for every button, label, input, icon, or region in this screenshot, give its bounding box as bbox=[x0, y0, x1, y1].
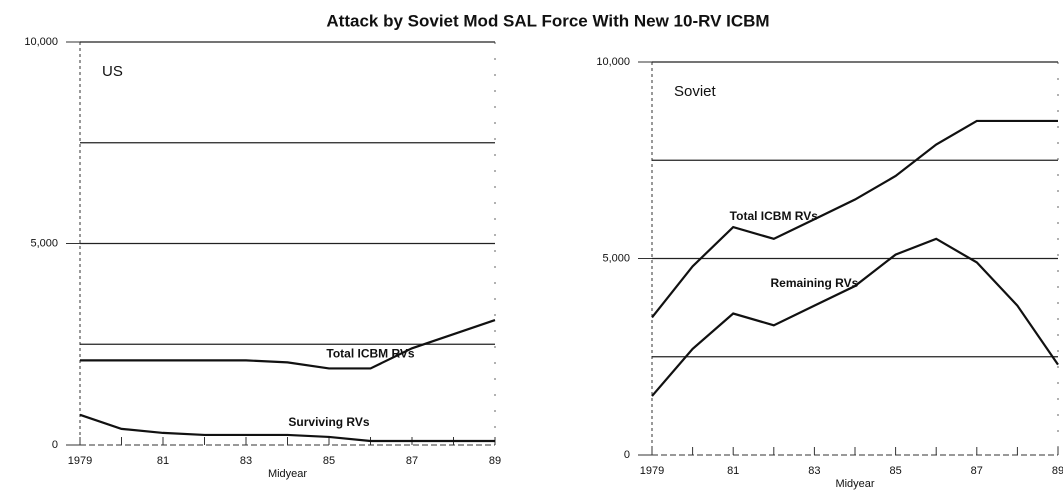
x-tick-label: 83 bbox=[808, 465, 820, 477]
chart-title: Attack by Soviet Mod SAL Force With New … bbox=[326, 11, 769, 30]
x-tick-label: 87 bbox=[971, 465, 983, 477]
x-tick-label: 85 bbox=[323, 455, 335, 467]
series-line bbox=[651, 119, 1058, 319]
x-tick-label: 1979 bbox=[68, 455, 92, 467]
y-tick-label: 10,000 bbox=[24, 36, 58, 48]
x-tick-label: 89 bbox=[489, 455, 501, 467]
y-tick-label: 0 bbox=[624, 449, 630, 461]
series-line bbox=[79, 413, 495, 443]
x-tick-label: 1979 bbox=[640, 465, 664, 477]
y-tick-label: 5,000 bbox=[602, 252, 630, 264]
x-tick-label: 87 bbox=[406, 455, 418, 467]
series-label: Remaining RVs bbox=[770, 276, 858, 290]
y-tick-label: 0 bbox=[52, 439, 58, 451]
panel-label: Soviet bbox=[674, 83, 717, 100]
x-tick-label: 83 bbox=[240, 455, 252, 467]
series-label: Total ICBM RVs bbox=[730, 209, 819, 223]
x-axis-label: Midyear bbox=[835, 478, 874, 490]
x-tick-label: 81 bbox=[157, 455, 169, 467]
series-line bbox=[651, 237, 1059, 397]
series-line bbox=[80, 319, 496, 370]
series-label: Surviving RVs bbox=[288, 415, 369, 429]
y-tick-label: 10,000 bbox=[596, 56, 630, 68]
x-tick-label: 85 bbox=[889, 465, 901, 477]
x-tick-label: 89 bbox=[1052, 465, 1063, 477]
x-tick-label: 81 bbox=[727, 465, 739, 477]
series-label: Total ICBM RVs bbox=[326, 347, 415, 361]
panel-label: US bbox=[102, 63, 123, 80]
x-axis-label: Midyear bbox=[268, 468, 307, 480]
y-tick-label: 5,000 bbox=[30, 237, 58, 249]
